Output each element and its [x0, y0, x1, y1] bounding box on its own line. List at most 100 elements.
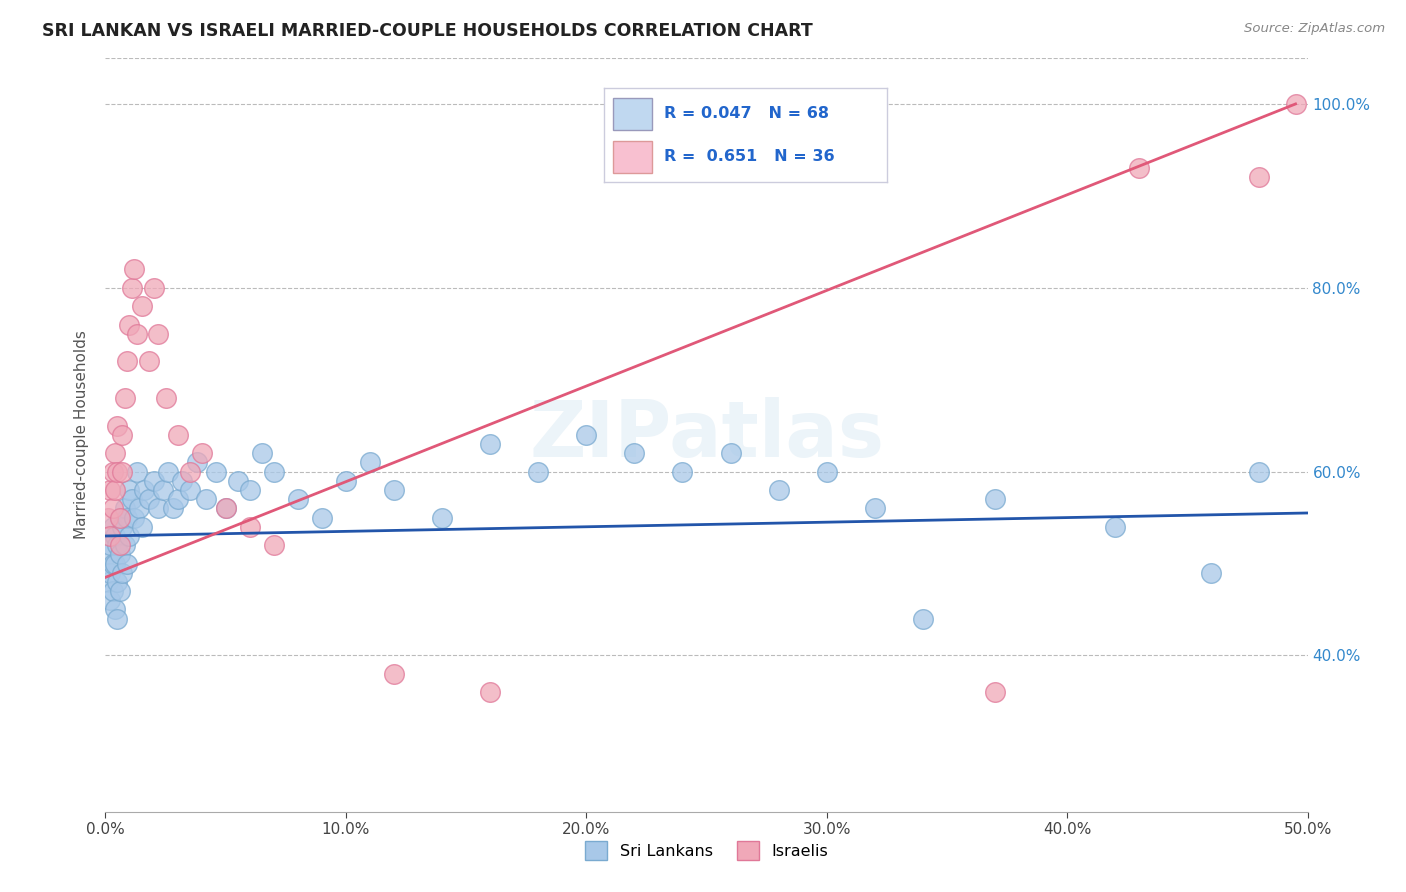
Point [121, 492, 143, 507]
Point [108, 538, 131, 552]
Point [108, 510, 131, 524]
Point [148, 326, 170, 341]
Point [863, 501, 886, 516]
Point [239, 520, 262, 534]
Point [98, 483, 121, 497]
Point [97, 574, 120, 589]
Point [214, 501, 236, 516]
Point [1284, 97, 1306, 112]
Point [107, 465, 129, 479]
Point [104, 602, 127, 616]
Point [111, 520, 134, 534]
Point [104, 446, 127, 460]
Point [768, 483, 790, 497]
Point [138, 492, 160, 507]
Text: SRI LANKAN VS ISRAELI MARRIED-COUPLE HOUSEHOLDS CORRELATION CHART: SRI LANKAN VS ISRAELI MARRIED-COUPLE HOU… [42, 22, 813, 40]
Point [115, 557, 138, 571]
Point [205, 465, 228, 479]
Legend: Sri Lankans, Israelis: Sri Lankans, Israelis [576, 833, 837, 868]
Point [108, 584, 131, 599]
Point [131, 299, 153, 313]
Point [125, 326, 148, 341]
Text: R =  0.651   N = 36: R = 0.651 N = 36 [664, 149, 834, 164]
Point [107, 538, 129, 552]
Bar [613, 141, 652, 173]
Point [287, 492, 309, 507]
Point [98, 538, 121, 552]
Point [226, 474, 249, 488]
Point [166, 428, 188, 442]
Point [104, 557, 127, 571]
Point [115, 354, 138, 368]
Point [131, 520, 153, 534]
Point [101, 465, 124, 479]
Point [111, 428, 134, 442]
Point [104, 529, 127, 543]
Point [263, 538, 285, 552]
Point [430, 510, 453, 524]
Point [190, 446, 212, 460]
Point [97, 510, 120, 524]
Point [382, 483, 405, 497]
Point [107, 418, 129, 433]
Point [335, 474, 357, 488]
Point [107, 612, 129, 626]
Point [128, 501, 150, 516]
Point [984, 492, 1007, 507]
Point [623, 446, 645, 460]
Point [98, 593, 121, 607]
Point [107, 574, 129, 589]
Point [155, 391, 177, 405]
Point [311, 510, 333, 524]
Point [121, 281, 143, 295]
Point [124, 510, 146, 524]
Point [114, 391, 136, 405]
Point [97, 547, 120, 561]
Point [815, 465, 838, 479]
Point [124, 262, 146, 277]
Point [239, 483, 262, 497]
Text: R = 0.047   N = 68: R = 0.047 N = 68 [664, 106, 828, 121]
Point [527, 465, 550, 479]
Point [118, 318, 141, 332]
Point [1249, 465, 1271, 479]
Point [984, 685, 1007, 699]
Point [104, 483, 127, 497]
Point [142, 281, 165, 295]
Point [114, 538, 136, 552]
Point [111, 465, 134, 479]
Point [195, 492, 218, 507]
Point [125, 465, 148, 479]
Point [214, 501, 236, 516]
Point [101, 520, 124, 534]
Point [1201, 566, 1223, 580]
Text: ZIPatlas: ZIPatlas [529, 397, 884, 473]
Point [479, 437, 502, 451]
Bar [613, 97, 652, 129]
Point [114, 501, 136, 516]
Point [263, 465, 285, 479]
Point [152, 483, 174, 497]
Point [720, 446, 742, 460]
Point [132, 483, 155, 497]
Point [1128, 161, 1150, 176]
Point [138, 354, 160, 368]
Point [166, 492, 188, 507]
Text: Source: ZipAtlas.com: Source: ZipAtlas.com [1244, 22, 1385, 36]
Point [575, 428, 598, 442]
Point [156, 465, 179, 479]
Point [179, 465, 201, 479]
Point [98, 566, 121, 580]
Point [359, 455, 381, 469]
Point [101, 501, 124, 516]
Point [98, 529, 121, 543]
Point [911, 612, 934, 626]
Point [111, 566, 134, 580]
Point [671, 465, 693, 479]
Point [382, 666, 405, 681]
Point [108, 547, 131, 561]
Point [101, 584, 124, 599]
Point [250, 446, 273, 460]
Point [186, 455, 208, 469]
Point [142, 474, 165, 488]
